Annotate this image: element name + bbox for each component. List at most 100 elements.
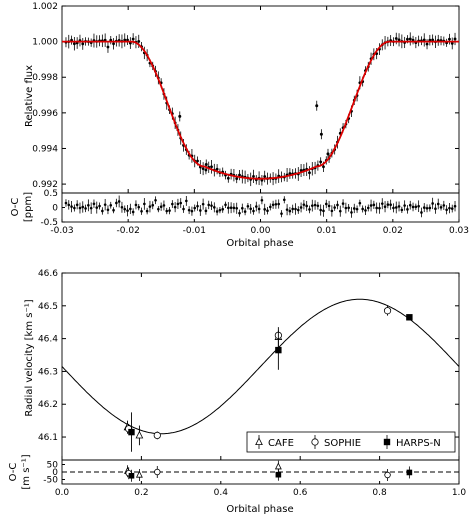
light-curve-residual-point xyxy=(336,203,339,207)
light-curve-residual-point xyxy=(313,203,317,207)
light-curve-residual-point xyxy=(400,208,404,212)
radial-velocity-x-tick-label: 1.0 xyxy=(452,488,467,498)
light-curve-residual-point xyxy=(159,205,163,208)
light-curve-residual-point xyxy=(176,202,180,206)
light-curve-residual-point xyxy=(196,204,199,208)
light-curve-point xyxy=(178,114,182,118)
light-curve-residual-point xyxy=(366,206,370,210)
light-curve-residual-point xyxy=(162,204,166,207)
light-curve-residual-point xyxy=(143,202,146,206)
light-curve-residual-point xyxy=(383,205,387,209)
light-curve-residual-point xyxy=(361,207,364,211)
light-curve-residual-point xyxy=(436,202,440,206)
light-curve-residual-point xyxy=(106,208,110,212)
light-curve-residual-y-tick-label: -0.5 xyxy=(40,218,58,228)
light-curve-point xyxy=(196,159,199,163)
legend-box xyxy=(246,431,456,453)
cafe-residual-point xyxy=(274,462,282,470)
radial-velocity-y-tick-label: 46.1 xyxy=(38,433,58,443)
light-curve-residual-point xyxy=(115,201,118,205)
light-curve-residual-point xyxy=(344,206,348,210)
light-curve-point xyxy=(319,160,323,164)
light-curve-residual-point xyxy=(109,203,113,207)
light-curve-residual-point xyxy=(420,211,423,214)
light-curve-residual-point xyxy=(294,207,297,211)
light-curve-residual-point xyxy=(207,203,211,207)
light-curve-point xyxy=(131,37,135,41)
light-curve-residual-point xyxy=(64,201,68,205)
light-curve-point xyxy=(137,39,141,43)
light-curve-residual-point xyxy=(330,209,334,213)
harps-n-residual-point xyxy=(406,469,413,476)
light-curve-residual-point xyxy=(134,203,138,207)
sophie-residual-point xyxy=(384,471,391,479)
light-curve-residual-point xyxy=(173,205,177,209)
light-curve-residual-point xyxy=(392,206,395,210)
light-curve-point xyxy=(425,42,429,46)
light-curve-residual-panel: -0.03 -0.02 -0.01 0.00 0.01 0.02 0.03 0.5 0 -0.5 xyxy=(40,189,469,236)
light-curve-residual-y-tick-label: 0.5 xyxy=(44,189,58,199)
light-curve-residual-point xyxy=(305,204,308,208)
light-curve-residual-point xyxy=(431,202,434,205)
light-curve-residual-point xyxy=(84,207,87,210)
light-curve-residual-point xyxy=(403,204,406,207)
light-curve-point xyxy=(123,38,127,42)
light-curve-residual-point xyxy=(131,210,135,214)
light-curve-residual-point xyxy=(87,204,90,207)
light-curve-point xyxy=(406,37,409,41)
light-curve-point xyxy=(422,38,426,42)
light-curve-point xyxy=(106,45,110,49)
light-curve-point xyxy=(288,172,292,175)
light-curve-residual-point xyxy=(126,209,129,212)
light-curve-residual-point xyxy=(408,203,412,207)
light-curve-residual-point xyxy=(112,208,115,212)
light-curve-residual-point xyxy=(450,207,454,210)
light-curve-point xyxy=(319,132,323,136)
light-curve-residual-point xyxy=(310,204,314,207)
legend-label-sophie: SOPHIE xyxy=(324,438,361,449)
radial-velocity-x-tick-label: 0.6 xyxy=(293,488,308,498)
light-curve-residual-point xyxy=(165,209,169,213)
light-curve-residual-point xyxy=(445,208,448,212)
light-curve-residual-point xyxy=(252,209,255,213)
sophie-point xyxy=(383,307,392,315)
light-curve-residual-point xyxy=(204,209,208,213)
light-curve-residual-point xyxy=(145,209,149,213)
light-curve-residual-point xyxy=(103,203,107,206)
light-curve-residual-point xyxy=(406,208,409,211)
light-curve-y-tick-label: 0.996 xyxy=(32,109,58,119)
light-curve-residual-y-tick-label: 0 xyxy=(52,204,58,214)
light-curve-residual-point xyxy=(151,203,155,207)
light-curve-residual-point xyxy=(439,206,443,209)
light-curve-residual-point xyxy=(291,207,294,211)
light-curve-residual-point xyxy=(92,202,96,206)
light-curve-residual-point xyxy=(347,206,350,210)
light-curve-residual-point xyxy=(453,204,457,208)
light-curve-y-tick-label: 0.992 xyxy=(32,180,58,190)
light-curve-residual-point xyxy=(268,205,272,209)
light-curve-point xyxy=(299,169,303,172)
light-curve-residual-point xyxy=(333,206,336,209)
light-curve-residual-point xyxy=(288,209,292,213)
light-curve-residual-point xyxy=(277,202,280,206)
light-curve-residual-point xyxy=(285,208,289,211)
harps-n-point xyxy=(275,346,282,354)
light-curve-residual-point xyxy=(257,207,261,211)
light-curve-residual-point xyxy=(386,203,390,206)
light-curve-x-tick-label: 0.02 xyxy=(383,226,403,236)
light-curve-y-tick-label: 0.994 xyxy=(32,144,58,154)
light-curve-panel: 0.992 0.994 0.996 0.998 1.000 1.002 xyxy=(32,2,460,194)
light-curve-point xyxy=(308,171,311,175)
light-curve-residual-point xyxy=(417,204,420,208)
light-curve-residual-point xyxy=(201,202,205,206)
light-curve-residual-point xyxy=(120,206,124,209)
light-curve-point xyxy=(72,42,76,46)
light-curve-residual-point xyxy=(350,211,353,214)
light-curve-residual-point xyxy=(193,206,197,210)
light-curve-y-tick-label: 1.000 xyxy=(32,38,58,48)
radial-velocity-model-line xyxy=(61,298,460,435)
light-curve-point xyxy=(81,42,85,46)
radial-velocity-y-tick-label: 46.2 xyxy=(38,400,58,410)
light-curve-residual-point xyxy=(224,203,227,207)
radial-velocity-y-tick-label: 46.3 xyxy=(38,367,58,377)
